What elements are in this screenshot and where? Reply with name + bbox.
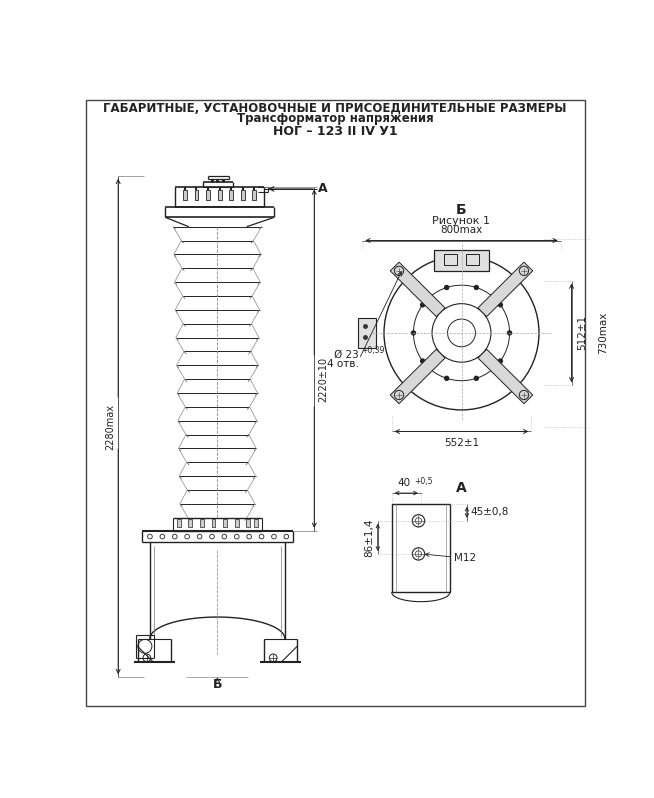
Bar (445, 255, 457, 265)
Circle shape (444, 285, 449, 290)
Bar (434, 250, 489, 271)
Text: Ø 23: Ø 23 (334, 350, 359, 359)
Bar (247, 519, 250, 527)
Text: Б: Б (213, 678, 222, 691)
Text: 4 отв.: 4 отв. (327, 359, 359, 369)
Text: Трансформатор напряжения: Трансформатор напряжения (237, 113, 434, 125)
Bar (358, 318, 376, 348)
Polygon shape (390, 350, 445, 404)
Circle shape (411, 330, 416, 336)
Text: 512±1: 512±1 (577, 315, 587, 350)
Bar (392, 504, 450, 592)
Text: M12: M12 (454, 553, 476, 563)
Text: А: А (456, 481, 467, 496)
Text: 86±1,4: 86±1,4 (364, 518, 374, 557)
Polygon shape (478, 262, 533, 317)
Bar (223, 519, 227, 527)
Circle shape (473, 285, 479, 290)
Text: +0,5: +0,5 (414, 477, 432, 486)
Text: 40: 40 (398, 479, 411, 488)
Text: ГАБАРИТНЫЕ, УСТАНОВОЧНЫЕ И ПРИСОЕДИНИТЕЛЬНЫЕ РАЗМЕРЫ: ГАБАРИТНЫЕ, УСТАНОВОЧНЫЕ И ПРИСОЕДИНИТЕЛ… (103, 101, 567, 115)
Text: 800max: 800max (440, 225, 483, 235)
Bar (230, 191, 233, 200)
Polygon shape (390, 262, 445, 317)
Circle shape (498, 302, 503, 307)
Bar (218, 191, 222, 200)
Bar (235, 519, 239, 527)
Circle shape (420, 302, 425, 307)
Bar (254, 519, 258, 527)
Bar (466, 255, 479, 265)
Text: 45±0,8: 45±0,8 (471, 508, 509, 517)
Bar (252, 191, 256, 200)
Polygon shape (478, 350, 533, 404)
Text: Рисунок 1: Рисунок 1 (432, 215, 490, 226)
Circle shape (498, 358, 503, 364)
Text: НОГ – 123 II IV У1: НОГ – 123 II IV У1 (273, 124, 398, 138)
Text: А: А (318, 183, 328, 196)
Bar (206, 191, 210, 200)
Bar (194, 191, 198, 200)
Text: 730max: 730max (598, 312, 608, 354)
Bar (241, 191, 245, 200)
Circle shape (444, 376, 449, 381)
Circle shape (507, 330, 512, 336)
Bar (188, 519, 192, 527)
Circle shape (473, 376, 479, 381)
Bar (183, 191, 187, 200)
Text: +0,39: +0,39 (362, 346, 385, 355)
Circle shape (420, 358, 425, 364)
Text: 2220±10: 2220±10 (318, 357, 328, 401)
Bar (177, 519, 181, 527)
Text: 552±1: 552±1 (444, 437, 479, 448)
Text: 2280max: 2280max (105, 404, 115, 450)
Bar (200, 519, 204, 527)
Text: Б: Б (456, 203, 467, 217)
Bar (211, 519, 215, 527)
